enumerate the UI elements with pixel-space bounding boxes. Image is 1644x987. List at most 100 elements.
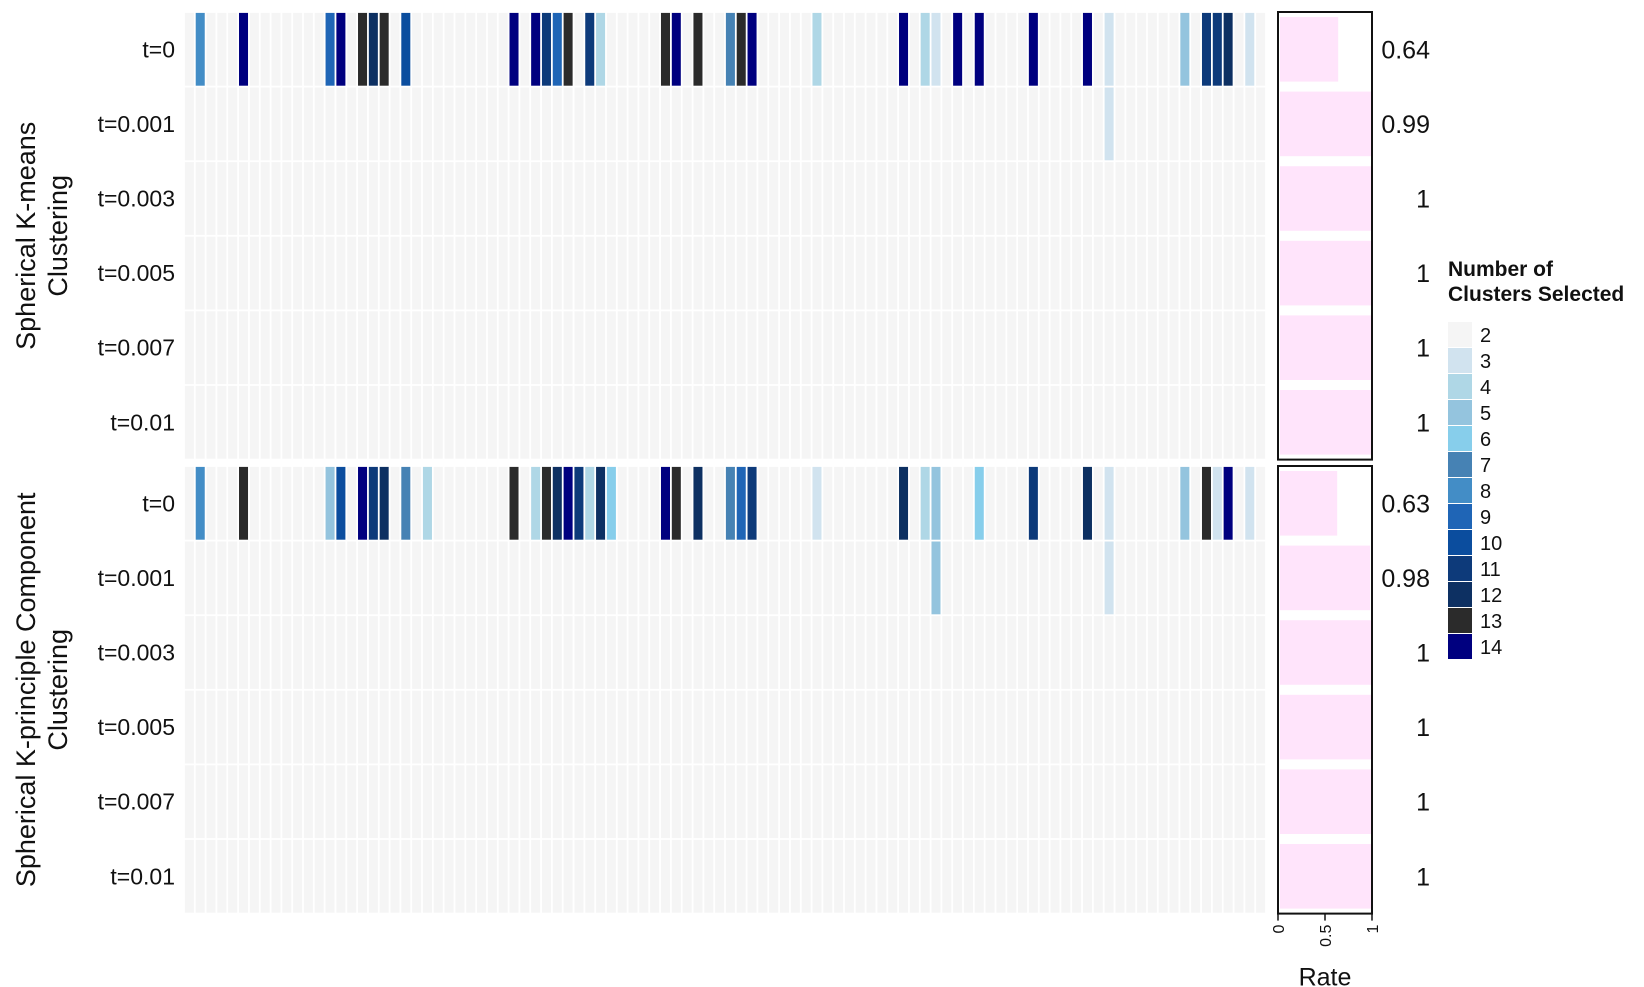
- heatmap-cell: [1245, 12, 1255, 86]
- heatmap-cell: [812, 236, 822, 310]
- heatmap-cell: [477, 765, 487, 839]
- heatmap-cell: [812, 616, 822, 689]
- heatmap-cell: [552, 839, 562, 913]
- heatmap-cell: [552, 87, 562, 161]
- heatmap-cell: [293, 690, 303, 764]
- heatmap-cell: [715, 466, 725, 540]
- heatmap-cell: [942, 541, 952, 615]
- heatmap-cell: [758, 765, 768, 839]
- heatmap-cell: [358, 385, 368, 459]
- legend-label: 3: [1480, 351, 1491, 373]
- heatmap-cell: [401, 12, 411, 86]
- heatmap-cell: [303, 162, 313, 235]
- heatmap-cell: [758, 385, 768, 459]
- heatmap-cell: [834, 690, 844, 764]
- heatmap-cell: [985, 311, 995, 385]
- legend-label: 5: [1480, 403, 1491, 425]
- heatmap-cell: [639, 162, 649, 235]
- heatmap-cell: [596, 236, 606, 310]
- heatmap-cell: [1180, 236, 1190, 310]
- legend-swatch: [1448, 452, 1472, 477]
- rate-bar: [1280, 471, 1338, 536]
- legend-label: 4: [1480, 377, 1491, 399]
- heatmap-cell: [639, 765, 649, 839]
- heatmap-cell: [336, 236, 346, 310]
- heatmap-cell: [1137, 162, 1147, 235]
- heatmap-cell: [336, 541, 346, 615]
- heatmap-cell: [650, 87, 660, 161]
- heatmap-cell: [239, 87, 249, 161]
- heatmap-cell: [487, 311, 497, 385]
- heatmap-cell: [834, 162, 844, 235]
- heatmap-cell: [1137, 765, 1147, 839]
- heatmap-cell: [747, 87, 757, 161]
- heatmap-cell: [239, 12, 249, 86]
- heatmap-cell: [1028, 466, 1038, 540]
- heatmap-cell: [931, 765, 941, 839]
- rate-bar: [1280, 166, 1372, 231]
- heatmap-cell: [1191, 236, 1201, 310]
- heatmap-cell: [1201, 12, 1211, 86]
- heatmap-cell: [1104, 765, 1114, 839]
- heatmap-cell: [390, 385, 400, 459]
- heatmap-cell: [336, 12, 346, 86]
- heatmap-cell: [877, 385, 887, 459]
- panel-label-line: Clustering: [43, 629, 73, 751]
- heatmap-cell: [552, 690, 562, 764]
- heatmap-cell: [985, 466, 995, 540]
- heatmap-cell: [1191, 87, 1201, 161]
- heatmap-cell: [942, 311, 952, 385]
- heatmap-cell: [520, 839, 530, 913]
- heatmap-cell: [466, 690, 476, 764]
- heatmap-cell: [336, 385, 346, 459]
- heatmap-cell: [650, 12, 660, 86]
- heatmap-cell: [412, 690, 422, 764]
- heatmap-cell: [358, 839, 368, 913]
- heatmap-cell: [228, 466, 238, 540]
- heatmap-cell: [682, 541, 692, 615]
- heatmap-cell: [552, 162, 562, 235]
- heatmap-cell: [1180, 311, 1190, 385]
- heatmap-cell: [1223, 87, 1233, 161]
- heatmap-cell: [780, 236, 790, 310]
- heatmap-cell: [477, 690, 487, 764]
- heatmap-cell: [1126, 311, 1136, 385]
- heatmap-cell: [725, 385, 735, 459]
- heatmap-cell: [682, 616, 692, 689]
- heatmap-cell: [704, 385, 714, 459]
- heatmap-cell: [1039, 765, 1049, 839]
- heatmap-cell: [1082, 12, 1092, 86]
- heatmap-cell: [996, 87, 1006, 161]
- heatmap-cell: [260, 541, 270, 615]
- heatmap-cell: [412, 541, 422, 615]
- heatmap-cell: [855, 162, 865, 235]
- heatmap-cell: [985, 87, 995, 161]
- heatmap-cell: [455, 839, 465, 913]
- heatmap-cell: [1072, 616, 1082, 689]
- heatmap-cell: [736, 87, 746, 161]
- heatmap-cell: [1007, 87, 1017, 161]
- heatmap-cell: [1180, 690, 1190, 764]
- heatmap-cell: [736, 839, 746, 913]
- heatmap-cell: [963, 12, 973, 86]
- heatmap-cell: [899, 12, 909, 86]
- heatmap-cell: [888, 765, 898, 839]
- heatmap-cell: [509, 466, 519, 540]
- legend-label: 12: [1480, 585, 1502, 607]
- rate-value-label: 1: [1416, 260, 1430, 288]
- heatmap-cell: [790, 839, 800, 913]
- heatmap-cell: [1223, 466, 1233, 540]
- legend-swatch: [1448, 478, 1472, 503]
- heatmap-cell: [1061, 839, 1071, 913]
- heatmap-cell: [628, 162, 638, 235]
- heatmap-cell: [433, 385, 443, 459]
- heatmap-cell: [888, 616, 898, 689]
- heatmap-cell: [531, 839, 541, 913]
- heatmap-cell: [239, 765, 249, 839]
- heatmap-cell: [974, 616, 984, 689]
- heatmap-cell: [639, 87, 649, 161]
- row-label: t=0.007: [98, 789, 175, 815]
- heatmap-cell: [1028, 385, 1038, 459]
- heatmap-cell: [671, 385, 681, 459]
- heatmap-cell: [1061, 12, 1071, 86]
